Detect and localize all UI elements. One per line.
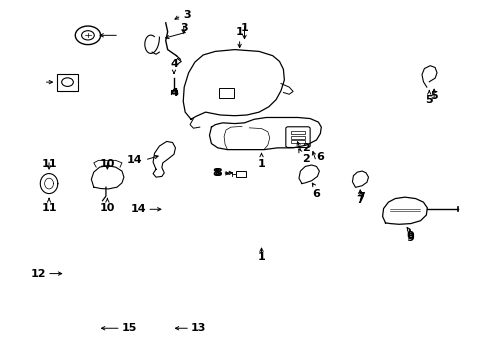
Text: 15: 15 <box>122 323 137 333</box>
Text: 2: 2 <box>301 154 309 163</box>
Text: 8: 8 <box>213 168 221 178</box>
Text: 5: 5 <box>429 91 437 102</box>
Text: 1: 1 <box>257 158 265 168</box>
Text: 7: 7 <box>357 192 365 202</box>
Text: 1: 1 <box>235 27 243 37</box>
Text: 3: 3 <box>180 23 187 33</box>
Text: 2: 2 <box>301 143 309 153</box>
Bar <box>290 131 305 134</box>
Text: 4: 4 <box>170 59 178 68</box>
Text: 6: 6 <box>312 189 320 199</box>
Bar <box>290 140 305 143</box>
Text: 9: 9 <box>405 231 413 241</box>
Bar <box>290 136 305 139</box>
Text: 12: 12 <box>31 269 46 279</box>
Text: 14: 14 <box>130 204 146 214</box>
Bar <box>57 73 78 91</box>
Text: 4: 4 <box>170 88 178 98</box>
Text: 13: 13 <box>191 323 206 333</box>
Text: 14: 14 <box>126 155 142 165</box>
Text: 3: 3 <box>183 10 190 20</box>
Text: 11: 11 <box>41 203 57 213</box>
Bar <box>219 88 233 98</box>
Text: 5: 5 <box>425 95 432 105</box>
Text: 1: 1 <box>257 252 265 262</box>
Text: 7: 7 <box>356 195 364 205</box>
Text: 9: 9 <box>405 233 413 243</box>
Text: 6: 6 <box>316 152 324 162</box>
Text: 10: 10 <box>100 159 115 169</box>
Text: 10: 10 <box>100 203 115 213</box>
Text: 1: 1 <box>240 23 248 33</box>
Bar <box>235 171 246 177</box>
Text: 8: 8 <box>212 168 220 178</box>
Text: 11: 11 <box>41 159 57 169</box>
